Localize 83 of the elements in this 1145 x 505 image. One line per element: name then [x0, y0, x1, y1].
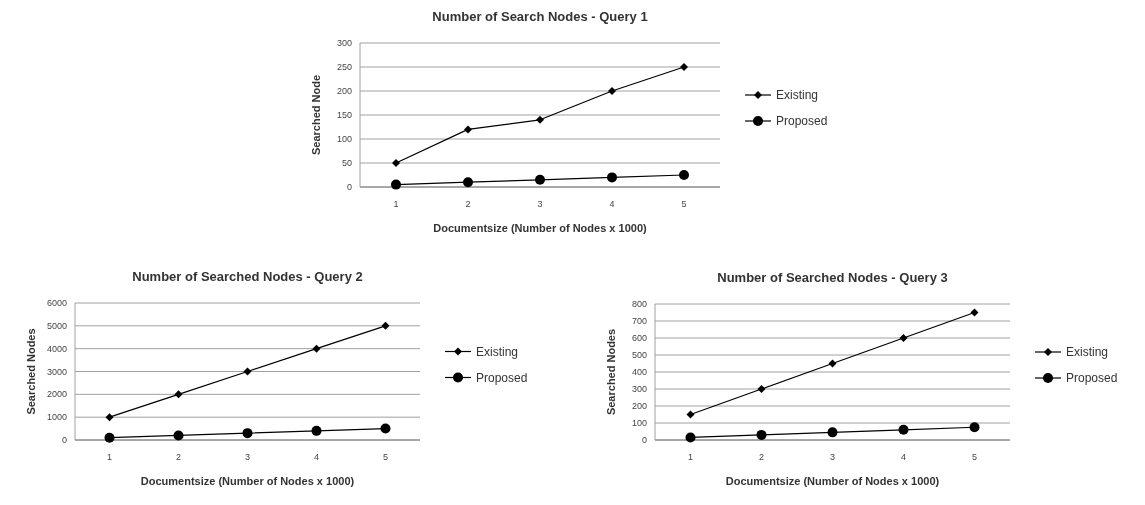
y-tick-label: 100	[336, 134, 352, 145]
point	[535, 174, 545, 185]
y-tick-label: 800	[631, 299, 647, 310]
chart-title: Number of Search Nodes - Query 1	[432, 9, 648, 24]
legend-label: Proposed	[776, 114, 828, 129]
y-tick-label: 2000	[46, 389, 67, 400]
point	[686, 410, 695, 419]
point	[680, 63, 688, 71]
point	[174, 390, 183, 399]
x-tick-label: 3	[537, 199, 543, 209]
point	[828, 359, 837, 368]
point	[969, 422, 980, 433]
point	[827, 427, 838, 438]
x-tick-label: 4	[609, 199, 615, 209]
x-tick-label: 3	[244, 452, 251, 462]
y-tick-label: 0	[61, 435, 67, 446]
y-tick-label: 0	[641, 435, 647, 446]
y-axis-title: Searched Nodes	[25, 328, 37, 415]
legend-label: Existing	[776, 88, 819, 103]
y-tick-label: 400	[631, 367, 647, 378]
point	[242, 428, 253, 439]
legend-label: Existing	[476, 344, 519, 359]
chart-title: Number of Searched Nodes - Query 2	[132, 269, 363, 284]
y-tick-label: 300	[336, 38, 352, 49]
y-tick-label: 700	[631, 316, 647, 327]
point	[899, 334, 908, 342]
chart-title: Number of Searched Nodes - Query 3	[717, 270, 948, 285]
legend-label: Existing	[1066, 345, 1109, 360]
x-tick-label: 1	[687, 452, 694, 462]
y-tick-label: 300	[631, 384, 647, 395]
legend-label: Proposed	[1066, 371, 1118, 386]
x-tick-label: 1	[106, 452, 113, 462]
point	[392, 159, 400, 167]
y-tick-label: 1000	[46, 412, 67, 423]
y-tick-label: 50	[341, 158, 352, 169]
x-tick-label: 5	[681, 199, 687, 209]
y-tick-label: 600	[631, 333, 647, 344]
x-tick-label: 5	[971, 452, 978, 462]
point	[173, 430, 184, 441]
y-tick-label: 6000	[46, 298, 67, 309]
y-tick-label: 4000	[46, 343, 67, 354]
y-tick-label: 100	[631, 418, 647, 429]
y-tick-label: 200	[336, 86, 352, 97]
y-tick-label: 200	[631, 401, 647, 412]
x-tick-label: 3	[829, 452, 836, 462]
x-tick-label: 5	[382, 452, 389, 462]
x-tick-label: 2	[465, 199, 471, 209]
y-axis-title: Searched Nodes	[605, 328, 617, 416]
point	[679, 170, 689, 180]
y-tick-label: 150	[336, 110, 352, 121]
x-axis-title: Documentsize (Number of Nodes x 1000)	[725, 475, 940, 487]
point	[463, 177, 473, 188]
x-axis-title: Documentsize (Number of Nodes x 1000)	[433, 222, 647, 234]
point	[311, 425, 322, 436]
point	[380, 423, 391, 434]
y-tick-label: 3000	[46, 366, 67, 377]
x-tick-label: 1	[393, 199, 399, 209]
point	[105, 413, 114, 422]
y-tick-label: 500	[631, 350, 647, 361]
point	[970, 308, 979, 317]
y-tick-label: 250	[336, 62, 352, 73]
point	[607, 172, 617, 183]
point	[757, 385, 766, 393]
x-tick-label: 2	[175, 452, 182, 462]
point	[756, 429, 767, 440]
x-tick-label: 4	[313, 452, 320, 462]
point	[536, 115, 544, 124]
point	[243, 367, 252, 376]
point	[391, 179, 401, 190]
legend-label: Proposed	[476, 370, 528, 385]
y-tick-label: 5000	[46, 320, 67, 331]
x-tick-label: 2	[758, 452, 765, 462]
point	[381, 321, 390, 330]
point	[464, 125, 472, 134]
x-tick-label: 4	[900, 452, 907, 462]
y-axis-title: Searched Node	[310, 74, 322, 156]
point	[685, 432, 696, 443]
point	[104, 432, 115, 443]
x-axis-title: Documentsize (Number of Nodes x 1000)	[140, 475, 355, 487]
point	[312, 344, 321, 353]
point	[608, 87, 616, 95]
y-tick-label: 0	[346, 182, 352, 193]
point	[898, 424, 909, 435]
